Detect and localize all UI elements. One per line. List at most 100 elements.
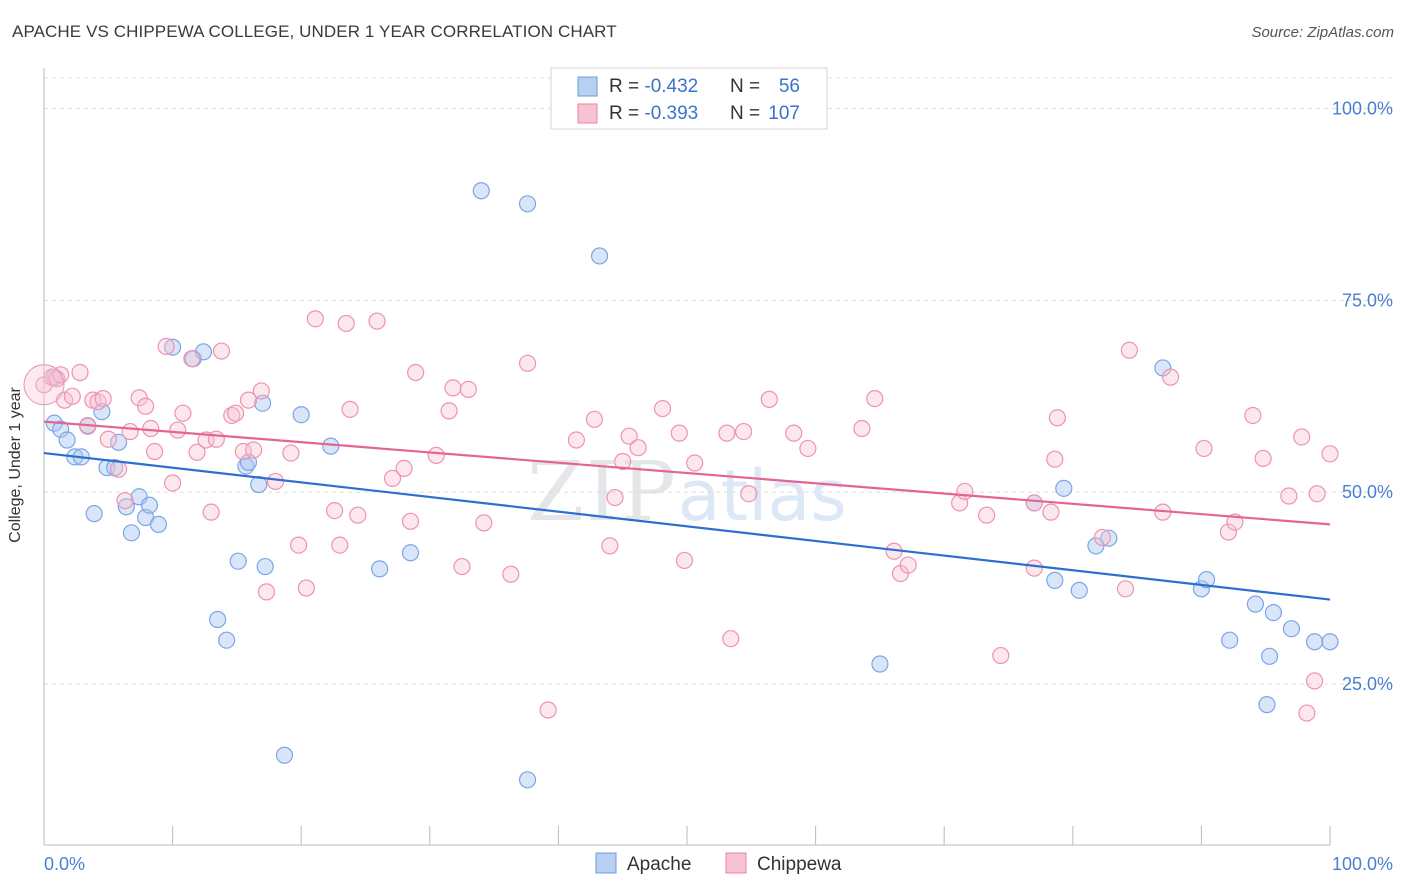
data-point <box>202 503 220 521</box>
data-point <box>1046 571 1064 589</box>
data-point <box>371 560 389 578</box>
source-label: Source: ZipAtlas.com <box>1251 24 1394 41</box>
data-point <box>539 701 557 719</box>
data-point <box>52 366 70 384</box>
data-point <box>978 506 996 524</box>
data-point <box>1254 449 1272 468</box>
data-point <box>136 397 155 415</box>
data-point <box>1048 409 1066 427</box>
data-point <box>1293 428 1311 446</box>
data-point <box>1219 523 1238 541</box>
data-point <box>188 443 206 461</box>
data-point <box>174 404 192 422</box>
data-point <box>1093 528 1111 547</box>
data-point <box>427 446 445 464</box>
data-point <box>282 444 300 462</box>
data-point <box>52 420 70 438</box>
data-point <box>518 354 537 372</box>
data-point <box>401 512 420 530</box>
data-point <box>254 394 272 412</box>
data-point <box>63 387 81 405</box>
data-point <box>675 551 694 570</box>
data-point <box>871 655 889 673</box>
data-point <box>614 452 632 471</box>
data-point <box>1321 445 1339 463</box>
data-point <box>1195 439 1213 458</box>
data-point <box>1120 341 1138 359</box>
data-point <box>252 382 270 400</box>
data-point <box>629 439 647 457</box>
data-point <box>122 524 141 542</box>
data-point <box>670 424 688 442</box>
data-point <box>1055 479 1073 497</box>
bottom-legend: Apache Chippewa <box>595 852 842 875</box>
data-point <box>799 439 817 458</box>
data-point <box>740 485 758 503</box>
data-point <box>297 579 315 597</box>
data-point <box>209 610 227 629</box>
data-point <box>453 557 471 576</box>
data-point <box>292 406 310 424</box>
data-point <box>518 195 537 213</box>
data-point <box>239 391 258 409</box>
legend-entry-text: R = -0.432 N = 56 <box>609 76 800 97</box>
data-point <box>734 422 753 441</box>
data-point <box>212 342 231 360</box>
data-point <box>94 390 112 408</box>
data-point <box>349 506 367 524</box>
data-point <box>1244 406 1262 425</box>
data-point <box>1197 571 1216 589</box>
data-point <box>256 557 274 576</box>
data-point <box>85 505 103 523</box>
legend-entry-text: R = -0.393 N = 107 <box>609 103 800 124</box>
trend-line-chippewa <box>43 420 1331 526</box>
data-point <box>1308 485 1326 503</box>
legend-box: R = -0.432 N = 56 R = -0.393 N = 107 <box>550 67 828 130</box>
data-point <box>290 536 308 554</box>
data-point <box>331 536 349 554</box>
data-point <box>306 310 324 328</box>
data-point <box>407 363 425 382</box>
bottom-legend-swatch <box>595 852 617 874</box>
data-point <box>23 364 65 406</box>
data-point <box>117 498 135 516</box>
x-tick-label: 0.0% <box>44 854 85 874</box>
chart-title: APACHE VS CHIPPEWA COLLEGE, UNDER 1 YEAR… <box>12 22 617 41</box>
data-point <box>383 469 402 487</box>
data-point <box>1280 487 1298 505</box>
data-point <box>157 337 175 356</box>
data-point <box>866 390 884 408</box>
data-point <box>1264 603 1283 622</box>
data-point <box>585 410 604 428</box>
data-point <box>1282 620 1301 638</box>
data-point <box>275 746 294 764</box>
data-point <box>1161 368 1180 386</box>
data-point <box>109 460 128 478</box>
data-point <box>1025 494 1043 512</box>
series-chippewa <box>35 310 1339 722</box>
data-point <box>89 393 107 411</box>
data-point <box>1321 633 1339 651</box>
bottom-legend-label: Apache <box>627 854 691 875</box>
data-point <box>58 431 76 449</box>
data-point <box>459 380 477 399</box>
data-point <box>121 422 139 441</box>
data-point <box>590 247 609 265</box>
data-point <box>1298 704 1316 722</box>
data-point <box>567 431 586 449</box>
data-point <box>1025 559 1043 577</box>
data-point <box>245 441 263 459</box>
y-tick-label: 75.0% <box>1342 290 1393 310</box>
data-point <box>207 430 225 448</box>
legend-swatch <box>577 76 598 97</box>
data-point <box>760 390 778 408</box>
y-tick-label: 50.0% <box>1342 482 1393 502</box>
data-point <box>164 474 182 492</box>
data-point <box>686 454 704 472</box>
data-point <box>606 488 624 507</box>
data-point <box>395 459 413 478</box>
data-point <box>718 424 736 442</box>
data-point <box>440 402 458 420</box>
data-point <box>99 430 117 448</box>
data-point <box>1305 633 1324 651</box>
